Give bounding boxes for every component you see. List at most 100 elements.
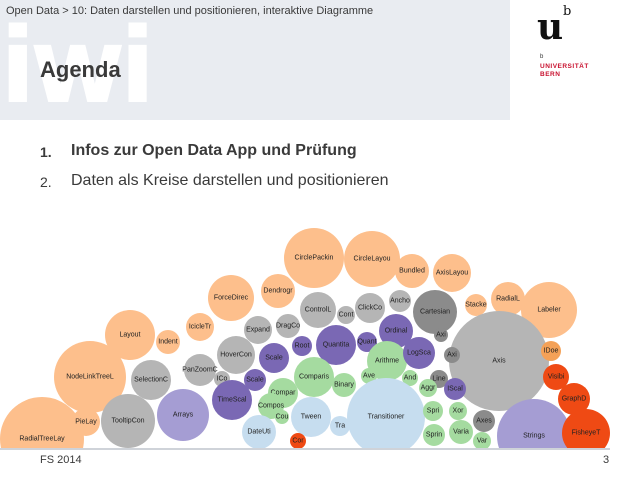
bubble: [355, 293, 385, 323]
logo-small-b: b: [540, 54, 544, 60]
bubble-label: Stacke: [465, 301, 487, 309]
bubble: [101, 394, 155, 448]
bubble-label: Indent: [158, 338, 178, 346]
bubble: [212, 380, 252, 420]
header-band: [0, 0, 510, 120]
bubble-label: SelectionC: [134, 376, 168, 384]
bubble: [389, 290, 411, 312]
bubble: [449, 402, 467, 420]
bubble: [402, 370, 418, 386]
bubble: [300, 292, 336, 328]
bubble-chart-image: CirclePackin CircleLayou Bundled AxisLayou F…: [0, 225, 612, 448]
bubble-label: TimeScal: [217, 396, 247, 404]
bubble-label: And: [403, 374, 417, 382]
agenda-number: 2.: [40, 174, 52, 190]
bubble: [434, 328, 448, 342]
bubble: [275, 410, 289, 424]
bubble-label: ControlL: [304, 306, 332, 314]
bubble-label: TooltipCon: [111, 417, 145, 425]
bubble-label: Arithme: [374, 357, 400, 365]
bubble: [395, 254, 429, 288]
bubble-label: LogSca: [407, 349, 431, 357]
bubble-label: Compar: [270, 389, 296, 397]
bubble-label: Var: [476, 437, 488, 445]
bubble-label: Visibi: [547, 373, 565, 381]
bubble-label: ICo: [216, 375, 228, 383]
bubble-label: ForceDirec: [213, 294, 249, 302]
bubble: [413, 290, 457, 334]
bubble-label: Ancho: [390, 297, 410, 305]
footer-divider: [0, 448, 610, 450]
agenda-number: 1.: [40, 144, 52, 160]
agenda-text: Daten als Kreise darstellen und position…: [71, 172, 389, 189]
footer-course: FS 2014: [40, 454, 82, 466]
bubble-label: Cor: [292, 437, 304, 445]
bubble: [449, 311, 549, 411]
bubble: [433, 254, 471, 292]
bubble: [184, 354, 216, 386]
bubble-label: Quantita: [322, 341, 350, 349]
bubble: [423, 424, 445, 446]
logo-university-text: UNIVERSITÄT: [540, 63, 589, 70]
bubble-label: Dendrogr: [263, 287, 293, 295]
agenda-text: Infos zur Open Data App und Prüfung: [71, 142, 357, 159]
bubble-label: FisheyeT: [571, 429, 601, 437]
bubble: [72, 408, 100, 436]
logo-mark: u: [537, 6, 564, 48]
bubble: [403, 337, 435, 369]
bubble-label: Tra: [334, 422, 346, 430]
bubble: [344, 231, 400, 287]
bubble-label: NodeLinkTreeL: [66, 373, 114, 381]
bubble: [284, 228, 344, 288]
bubble-label: Spri: [426, 407, 440, 415]
bubble: [261, 274, 295, 308]
bubble-label: Strings: [523, 432, 545, 440]
bubble: [131, 360, 171, 400]
bubble: [186, 313, 214, 341]
bubble-label: Comparis: [299, 373, 329, 381]
bubble-label: Labeler: [537, 306, 561, 314]
bubble-label: Arrays: [172, 411, 194, 419]
bubble-label: AxisLayou: [435, 269, 469, 277]
breadcrumb: Open Data > 10: Daten darstellen und pos…: [6, 5, 374, 17]
bubble: [444, 378, 466, 400]
bubble-label: CirclePackin: [294, 254, 334, 262]
bubble: [242, 415, 276, 448]
bubble: [294, 357, 334, 397]
bubble-label: Compos: [257, 402, 285, 410]
bubble: [444, 347, 460, 363]
bubble: [423, 401, 443, 421]
bubble: [332, 373, 356, 397]
bubble-label: Cont: [338, 311, 354, 319]
bubble: [276, 314, 300, 338]
bubble-label: Scale: [265, 354, 283, 362]
bubble-label: Aggr: [420, 384, 436, 392]
bubble-label: Tween: [300, 413, 322, 421]
bubble-label: PieLay: [75, 418, 97, 426]
bubble-label: HoverCon: [220, 351, 252, 359]
bubble: [473, 410, 495, 432]
bubble-label: CircleLayou: [353, 255, 391, 263]
bubble-label: RadialTreeLay: [19, 435, 65, 443]
bubble-label: Axis: [492, 357, 506, 365]
bubble: [541, 341, 561, 361]
page-title: Agenda: [40, 57, 121, 82]
iwi-watermark-logo: iwi: [0, 5, 155, 127]
bubble-label: DateUti: [247, 428, 271, 436]
bubble-label: Bundled: [399, 267, 425, 275]
bubble-label: Cou: [275, 413, 289, 421]
bubble-label: Layout: [119, 331, 141, 339]
bubble: [244, 316, 272, 344]
logo-bern-text: BERN: [540, 71, 561, 78]
bubble-label: Line: [432, 375, 446, 383]
bubble: [217, 336, 255, 374]
bubble: [291, 397, 331, 437]
bubble-label: Cartesian: [420, 308, 450, 316]
bubble: [337, 306, 355, 324]
bubble: [259, 343, 289, 373]
bubble-label: Quant: [357, 338, 377, 346]
bubble: [157, 389, 209, 441]
bubble: [156, 330, 180, 354]
bubble: [562, 409, 610, 448]
bubble-label: Ordinal: [384, 327, 408, 335]
